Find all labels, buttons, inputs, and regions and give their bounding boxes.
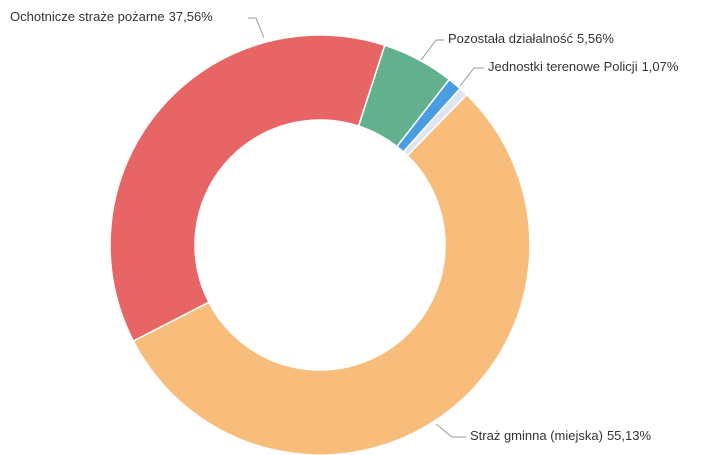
- slice-name: Pozostała działalność: [448, 31, 574, 46]
- leader-line: [248, 17, 265, 39]
- slice-value: 5,56%: [577, 31, 614, 46]
- slice-label: Ochotnicze straże pożarne 37,56%: [10, 9, 213, 24]
- donut-slice: [109, 34, 386, 343]
- leader-line: [459, 67, 484, 87]
- leader-line: [420, 39, 444, 61]
- slice-label: Jednostki terenowe Policji 1,07%: [488, 59, 679, 74]
- donut-slice: [402, 87, 468, 157]
- donut-slice: [132, 93, 531, 455]
- leader-line: [435, 423, 466, 438]
- slice-value: 1,07%: [642, 59, 679, 74]
- slice-name: Straż gminna (miejska): [470, 428, 603, 443]
- slice-value: 55,13%: [607, 428, 652, 443]
- slice-name: Ochotnicze straże pożarne: [10, 9, 165, 24]
- slice-label: Straż gminna (miejska) 55,13%: [470, 428, 651, 443]
- slice-name: Jednostki terenowe Policji: [488, 59, 638, 74]
- slice-value: 37,56%: [169, 9, 214, 24]
- slice-label: Pozostała działalność 5,56%: [448, 31, 614, 46]
